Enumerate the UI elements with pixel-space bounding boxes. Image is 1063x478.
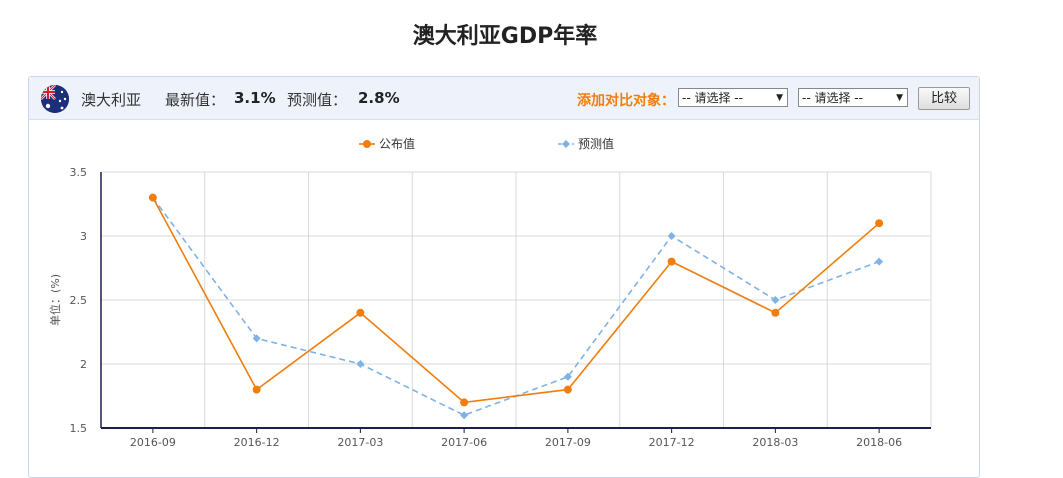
forecast-data-point (356, 360, 365, 368)
x-tick-label: 2017-12 (649, 436, 695, 449)
x-tick-label: 2017-06 (441, 436, 487, 449)
legend-label: 公布值 (379, 136, 415, 151)
australia-flag-icon (41, 85, 69, 113)
x-tick-label: 2017-09 (545, 436, 591, 449)
compare-label: 添加对比对象： (577, 93, 675, 109)
x-tick-label: 2017-03 (337, 436, 383, 449)
chart-panel: 澳大利亚 最新值： 3.1% 预测值： 2.8% 添加对比对象： -- 请选择 … (28, 76, 980, 478)
compare-select-1[interactable]: -- 请选择 -- ▼ (678, 88, 788, 107)
forecast-data-point (667, 232, 676, 240)
actual-data-point (356, 308, 365, 317)
compare-select-1-value: -- 请选择 -- (682, 91, 743, 105)
x-tick-label: 2018-03 (752, 436, 798, 449)
dropdown-arrow-icon: ▼ (776, 93, 783, 103)
forecast-value: 2.8% (358, 89, 400, 107)
forecast-data-point (563, 372, 572, 381)
actual-data-point (148, 193, 157, 202)
country-name: 澳大利亚 (81, 91, 142, 109)
compare-select-2[interactable]: -- 请选择 -- ▼ (798, 88, 908, 107)
panel-header: 澳大利亚 最新值： 3.1% 预测值： 2.8% 添加对比对象： -- 请选择 … (29, 77, 979, 120)
y-tick-label: 3 (80, 230, 87, 243)
actual-data-point (667, 257, 676, 266)
latest-value: 3.1% (234, 89, 276, 107)
y-tick-label: 3.5 (70, 166, 88, 179)
x-tick-label: 2016-09 (130, 436, 176, 449)
actual-data-point (252, 385, 261, 394)
forecast-data-point (252, 334, 261, 343)
y-tick-label: 1.5 (70, 422, 88, 435)
forecast-label: 预测值： (287, 91, 348, 109)
y-axis-label: 单位：(%) (48, 274, 62, 326)
compare-button[interactable]: 比较 (918, 87, 970, 110)
actual-data-point (771, 308, 780, 317)
legend-marker (363, 140, 371, 148)
actual-series-line (152, 197, 880, 404)
forecast-data-point (875, 257, 884, 266)
forecast-data-point (771, 296, 780, 304)
legend-marker (562, 140, 570, 148)
line-chart: 1.5 2 2.5 3 3.5 2016-09 2016-12 2017-03 2017-06 2… (48, 136, 932, 449)
y-tick-label: 2.5 (70, 294, 88, 307)
compare-select-2-value: -- 请选择 -- (802, 91, 863, 105)
actual-data-point (563, 385, 572, 394)
forecast-data-point (460, 411, 469, 420)
dropdown-arrow-icon: ▼ (896, 93, 903, 103)
y-tick-label: 2 (80, 358, 87, 371)
x-tick-label: 2016-12 (234, 436, 280, 449)
legend-label: 预测值 (578, 136, 614, 151)
page-title: 澳大利亚GDP年率 (412, 24, 598, 49)
actual-data-point (460, 398, 469, 407)
x-tick-label: 2018-06 (856, 436, 902, 449)
actual-data-point (875, 219, 884, 228)
latest-label: 最新值： (165, 91, 226, 109)
